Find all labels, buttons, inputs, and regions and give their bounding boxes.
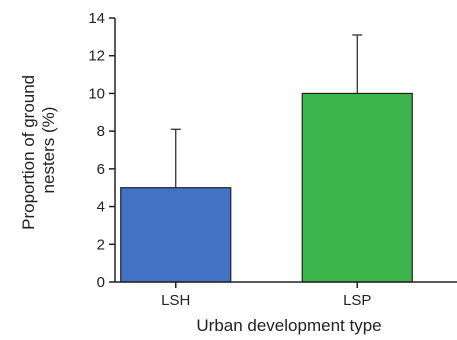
bars	[120, 92, 413, 283]
y-tick-label: 8	[97, 123, 105, 140]
error-bars	[170, 34, 363, 188]
x-tick-label: LSH	[161, 292, 190, 309]
y-tick-label: 6	[97, 161, 105, 178]
y-tick-label: 12	[88, 48, 105, 65]
plot-area: 0 2 4 6 8 10 12 14 LSH LSP	[88, 10, 457, 309]
y-ticks: 0 2 4 6 8 10 12 14	[88, 10, 115, 291]
y-tick-label: 2	[97, 236, 105, 253]
y-tick-label: 0	[97, 274, 105, 291]
y-axis-title-line-1: Proportion of ground	[19, 75, 38, 230]
bar-lsh	[120, 187, 232, 283]
x-ticks: LSH LSP	[161, 282, 371, 309]
y-axis-title-line-2: nesters (%)	[39, 107, 58, 194]
y-axis: 0 2 4 6 8 10 12 14	[88, 10, 116, 291]
y-tick-label: 4	[97, 199, 105, 216]
x-axis-title: Urban development type	[196, 316, 381, 335]
x-tick-label: LSP	[343, 292, 371, 309]
bar-lsp	[301, 92, 413, 283]
y-tick-label: 10	[88, 85, 105, 102]
y-axis-title: Proportion of ground nesters (%)	[19, 70, 58, 230]
x-axis: LSH LSP	[115, 281, 457, 309]
svg-text:Proportion of ground nes: Proportion of ground nesters (%)	[19, 70, 58, 230]
y-tick-label: 14	[88, 10, 105, 27]
